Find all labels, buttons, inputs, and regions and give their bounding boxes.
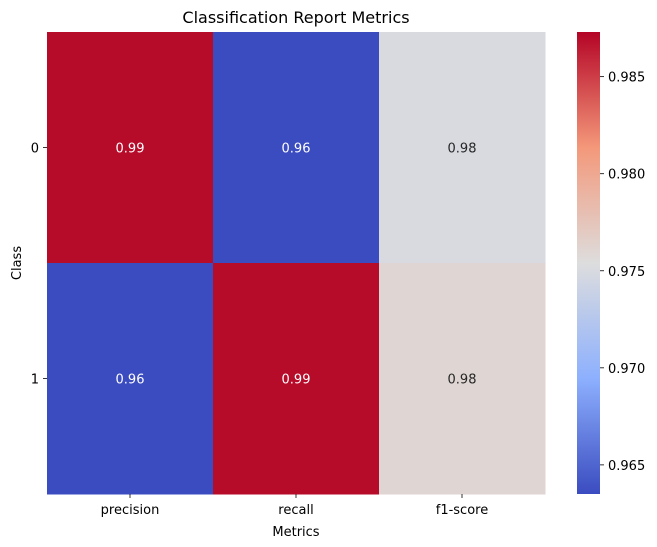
x-axis: precision recall f1-score <box>101 494 488 518</box>
colorbar: 0.965 0.970 0.975 0.980 0.985 <box>577 32 645 494</box>
heatmap-cell-0-1 <box>213 32 380 264</box>
y-tick-label: 1 <box>31 373 39 388</box>
heatmap-cell-0-0 <box>47 32 214 264</box>
colorbar-tick-label: 0.980 <box>608 168 645 183</box>
cell-annotation-1-2: 0.98 <box>448 373 477 388</box>
cell-annotation-0-1: 0.96 <box>282 142 311 157</box>
x-tick-label: f1-score <box>436 503 488 518</box>
x-tick-label: precision <box>101 503 160 518</box>
heatmap-cell-1-2 <box>379 263 546 495</box>
cell-annotation-0-0: 0.99 <box>116 142 145 157</box>
cell-annotation-1-0: 0.96 <box>116 373 145 388</box>
colorbar-tick-label: 0.970 <box>608 362 645 377</box>
cell-annotation-1-1: 0.99 <box>282 373 311 388</box>
y-axis: 01 <box>31 142 47 388</box>
heatmap-cell-1-0 <box>47 263 214 495</box>
colorbar-tick-label: 0.965 <box>608 459 645 474</box>
heatmap-cells: 0.99 0.96 0.98 0.96 0.99 0.98 <box>47 32 546 495</box>
cell-annotation-0-2: 0.98 <box>448 142 477 157</box>
heatmap-cell-0-2 <box>379 32 546 264</box>
colorbar-tick-label: 0.975 <box>608 265 645 280</box>
x-axis-label: Metrics <box>272 525 319 540</box>
colorbar-gradient <box>577 32 600 494</box>
x-tick-label: recall <box>278 503 313 518</box>
y-axis-label: Class <box>10 246 25 280</box>
y-tick-label: 0 <box>31 142 39 157</box>
chart-title: Classification Report Metrics <box>182 8 409 27</box>
colorbar-tick-label: 0.985 <box>608 71 645 86</box>
heatmap-cell-1-1 <box>213 263 380 495</box>
